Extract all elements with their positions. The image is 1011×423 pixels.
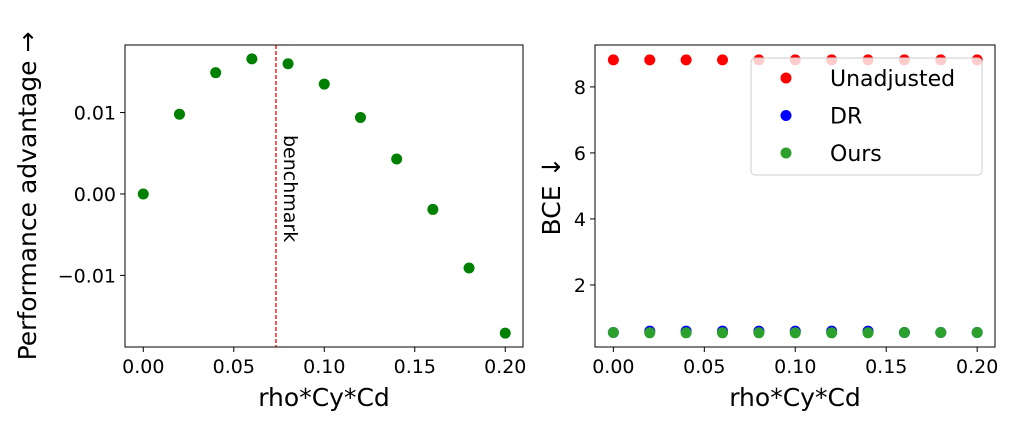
data-point-ours — [898, 326, 910, 338]
data-point-advantage — [318, 78, 330, 90]
data-point-unadjusted — [717, 54, 729, 66]
legend-box — [750, 57, 983, 176]
data-point-unadjusted — [680, 54, 692, 66]
y-tick-label: 4 — [574, 209, 586, 231]
x-tick-label: 0.15 — [394, 356, 436, 378]
data-point-ours — [717, 327, 729, 339]
x-tick-label: 0.10 — [303, 356, 345, 378]
data-point-advantage — [246, 53, 258, 65]
data-point-advantage — [282, 58, 294, 70]
data-point-advantage — [463, 262, 475, 274]
x-tick-label: 0.20 — [956, 356, 998, 378]
y-tick-label: 8 — [574, 77, 586, 99]
legend-marker-unadjusted — [780, 72, 792, 84]
x-axis-label: rho*Cy*Cd — [258, 383, 390, 412]
data-point-ours — [789, 327, 801, 339]
y-tick-label: 0.01 — [74, 103, 116, 125]
data-point-unadjusted — [607, 54, 619, 66]
x-tick-label: 0.05 — [213, 356, 255, 378]
legend-label-unadjusted: Unadjusted — [830, 67, 955, 92]
legend-marker-ours — [780, 147, 792, 159]
benchmark-label: benchmark — [279, 135, 301, 242]
y-tick-label: 6 — [574, 143, 586, 165]
x-tick-label: 0.15 — [865, 356, 907, 378]
data-point-ours — [935, 326, 947, 338]
x-tick-label: 0.10 — [774, 356, 816, 378]
y-tick-label: 2 — [574, 275, 586, 297]
y-tick-label: −0.01 — [58, 265, 116, 287]
data-point-ours — [644, 327, 656, 339]
legend-label-ours: Ours — [830, 142, 882, 167]
data-point-ours — [680, 327, 692, 339]
x-tick-label: 0.05 — [683, 356, 725, 378]
axes-frame — [124, 44, 524, 348]
data-point-advantage — [391, 153, 403, 165]
x-tick-label: 0.00 — [122, 356, 164, 378]
data-point-advantage — [210, 67, 222, 79]
data-point-advantage — [354, 111, 366, 123]
data-point-advantage — [137, 188, 149, 200]
legend-marker-dr — [780, 110, 792, 121]
x-tick-label: 0.00 — [592, 356, 634, 378]
data-point-ours — [971, 326, 983, 338]
data-point-advantage — [173, 108, 185, 120]
x-axis-label: rho*Cy*Cd — [729, 383, 861, 412]
data-point-ours — [862, 327, 874, 339]
data-point-unadjusted — [644, 54, 656, 66]
data-point-advantage — [427, 203, 439, 215]
data-point-ours — [753, 327, 765, 339]
x-tick-label: 0.20 — [484, 356, 526, 378]
y-axis-label: BCE ↓ — [537, 157, 566, 236]
legend-label-dr: DR — [830, 105, 862, 130]
y-axis-label: Performance advantage → — [13, 32, 42, 361]
legend: Unadjusted DR Ours — [750, 57, 983, 176]
subplot-2: 0.00 0.05 0.10 0.15 0.20 2 4 6 8 rho*Cy*Cd BCE ↓ Un… — [537, 44, 998, 412]
data-point-ours — [826, 327, 838, 339]
data-point-advantage — [499, 327, 511, 339]
y-tick-label: 0.00 — [74, 184, 116, 206]
subplot-1: benchmark 0.00 0.05 0.10 0.15 0.20 −0.01 0.00 0.… — [13, 32, 526, 412]
data-point-ours — [607, 326, 619, 338]
